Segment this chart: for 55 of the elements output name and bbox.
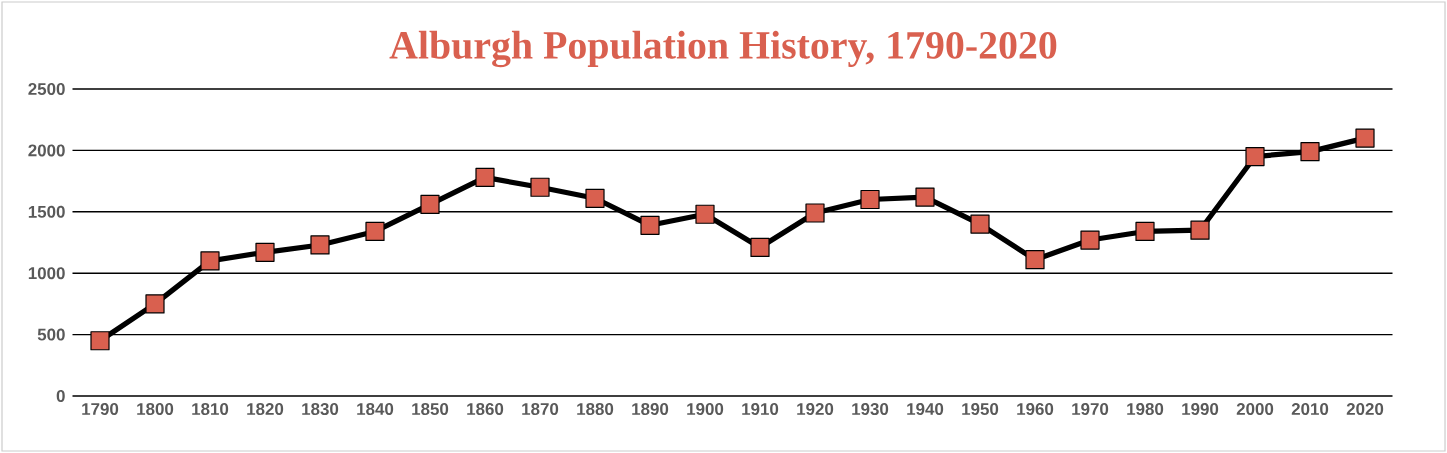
point: [750, 237, 770, 258]
x-tick-label: 2020: [1346, 403, 1384, 416]
x-tick-label: 1800: [137, 403, 174, 416]
x-tick-label: 1790: [82, 403, 119, 416]
point: [90, 331, 110, 351]
point: [1190, 220, 1210, 240]
point: [310, 235, 330, 255]
point: [695, 204, 715, 224]
x-tick-label: 1890: [632, 403, 669, 416]
x-tick-label: 1930: [852, 403, 889, 416]
point: [365, 221, 385, 242]
x-tick-label: 2000: [1236, 403, 1274, 416]
y-tick-label: 0: [56, 390, 65, 402]
x-tick-label: 2010: [1291, 403, 1329, 416]
x-tick-label: 1900: [687, 403, 724, 416]
y-tick-label: 2000: [28, 144, 65, 157]
point: [475, 167, 495, 188]
point: [860, 189, 880, 210]
point: [805, 203, 825, 223]
point: [145, 294, 165, 314]
x-tick-label: 1950: [962, 403, 999, 416]
x-tick-label: 1960: [1017, 403, 1054, 416]
point: [420, 194, 440, 215]
point: [1135, 221, 1155, 242]
point: [1245, 146, 1265, 167]
x-tick-label: 1830: [302, 403, 339, 416]
x-tick-label: 1920: [797, 403, 834, 416]
point: [1080, 230, 1100, 250]
x-tick-label: 1860: [467, 403, 504, 416]
y-tick-label: 500: [37, 328, 65, 341]
point: [640, 215, 660, 235]
point: [530, 177, 550, 197]
point: [200, 251, 220, 271]
point: [1300, 142, 1320, 162]
x-tick-label: 1980: [1127, 403, 1164, 416]
x-tick-label: 1810: [192, 403, 229, 416]
chart-title: Alburgh Population History, 1790-2020: [389, 30, 1057, 68]
x-tick-label: 1820: [247, 403, 284, 416]
point: [585, 188, 605, 208]
x-tick-label: 1940: [907, 403, 944, 416]
x-tick-label: 1870: [522, 403, 559, 416]
x-tick-label: 1880: [577, 403, 614, 416]
x-tick-label: 1970: [1072, 403, 1109, 416]
y-tick-label: 1500: [28, 205, 65, 218]
y-tick-label: 2500: [28, 83, 65, 95]
x-tick-label: 1910: [742, 403, 779, 416]
x-tick-label: 1990: [1182, 403, 1219, 416]
point: [255, 242, 275, 262]
point: [1025, 250, 1045, 270]
x-tick-label: 1850: [412, 403, 449, 416]
point: [915, 187, 935, 207]
point: [1355, 128, 1375, 148]
y-tick-label: 1000: [28, 267, 65, 280]
x-tick-label: 1840: [357, 403, 394, 416]
point: [970, 214, 990, 234]
